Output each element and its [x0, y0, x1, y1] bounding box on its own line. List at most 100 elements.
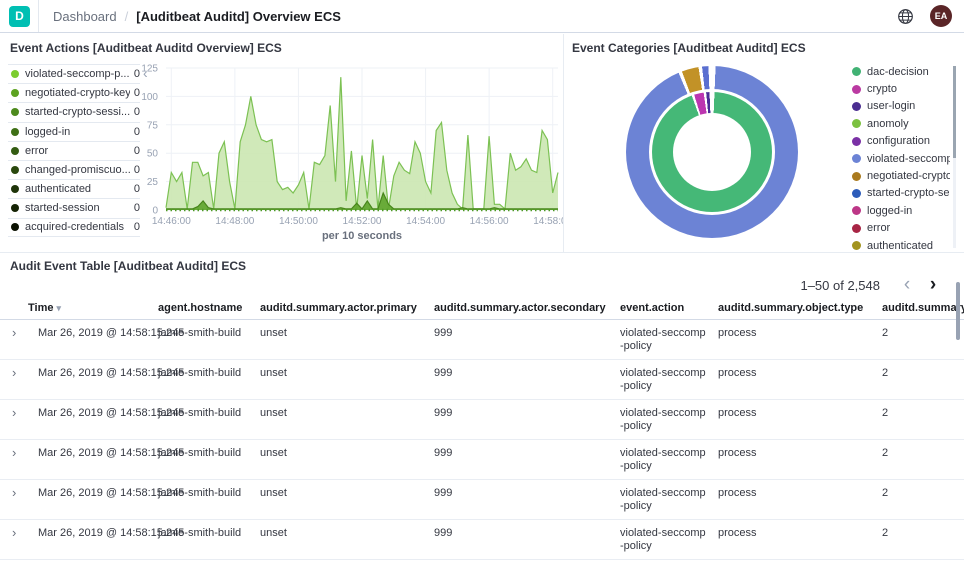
topbar-divider [38, 0, 39, 32]
cell-hostname: jamie-smith-build [158, 527, 242, 539]
svg-text:50: 50 [147, 149, 159, 160]
legend-item[interactable]: user-login [852, 98, 950, 115]
column-header-auditd-summary[interactable]: auditd.summary [882, 302, 964, 314]
event-categories-legend: dac-decision crypto user-login anomoly confi… [852, 63, 950, 254]
legend-label: user-login [867, 100, 916, 113]
app-logo-icon[interactable]: D [9, 5, 30, 27]
legend-label: violated-seccomp... [867, 152, 950, 165]
legend-item[interactable]: changed-promiscuo... 0 [8, 159, 140, 179]
legend-collapse-icon[interactable]: ‹ [143, 65, 148, 81]
cell-event-action: violated-seccomp-policy [620, 367, 706, 392]
top-bar: D Dashboard / [Auditbeat Auditd] Overvie… [0, 0, 964, 33]
cell-actor-secondary: 999 [434, 327, 453, 339]
legend-item[interactable]: started-crypto-se... [852, 185, 950, 202]
legend-item[interactable]: logged-in 0 [8, 121, 140, 141]
cell-actor-primary: unset [260, 367, 287, 379]
column-header-agent-hostname[interactable]: agent.hostname [158, 302, 243, 314]
legend-item[interactable]: error [852, 220, 950, 237]
row-expand-icon[interactable]: › [12, 485, 17, 500]
legend-value: 0 [133, 164, 140, 177]
row-expand-icon[interactable]: › [12, 325, 17, 340]
legend-scrollbar[interactable] [953, 66, 956, 248]
legend-label: configuration [867, 135, 930, 148]
row-expand-icon[interactable]: › [12, 405, 17, 420]
cell-actor-secondary: 999 [434, 367, 453, 379]
row-expand-icon[interactable]: › [12, 365, 17, 380]
legend-item[interactable]: negotiated-crypto... [852, 167, 950, 184]
cell-actor-primary: unset [260, 407, 287, 419]
cell-actor-primary: unset [260, 487, 287, 499]
legend-item[interactable]: acquired-credentials 0 [8, 217, 140, 237]
event-actions-legend: violated-seccomp-p... 0 negotiated-crypto-… [8, 64, 140, 237]
legend-item[interactable]: authenticated 0 [8, 179, 140, 198]
legend-item[interactable]: crypto [852, 80, 950, 97]
table-row: › Mar 26, 2019 @ 14:58:15.245 jamie-smith-… [0, 480, 964, 520]
breadcrumb-dashboard-link[interactable]: Dashboard [53, 8, 117, 24]
event-actions-panel-title: Event Actions [Auditbeat Auditd Overview… [10, 41, 282, 55]
svg-text:per 10 seconds: per 10 seconds [322, 230, 402, 242]
cell-actor-primary: unset [260, 527, 287, 539]
column-header-auditd-summary-actor-primary[interactable]: auditd.summary.actor.primary [260, 302, 417, 314]
svg-text:14:50:00: 14:50:00 [279, 216, 318, 227]
legend-item[interactable]: error 0 [8, 140, 140, 160]
event-actions-chart[interactable]: 0 25 50 75 100 125 14:46:00 14:48:00 14:50:00 14:… [132, 62, 564, 243]
legend-item[interactable]: violated-seccomp-p... 0 [8, 64, 140, 83]
row-expand-icon[interactable]: › [12, 525, 17, 540]
legend-color-dot [11, 108, 19, 117]
user-avatar[interactable]: EA [930, 5, 952, 27]
legend-item[interactable]: authenticated [852, 237, 950, 254]
cell-time: Mar 26, 2019 @ 14:58:15.245 [38, 447, 185, 459]
column-header-event-action[interactable]: event.action [620, 302, 685, 314]
cell-time: Mar 26, 2019 @ 14:58:15.245 [38, 327, 185, 339]
column-header-auditd-summary-object-type[interactable]: auditd.summary.object.type [718, 302, 864, 314]
legend-item[interactable]: dac-decision [852, 63, 950, 80]
legend-item[interactable]: anomoly [852, 115, 950, 132]
legend-item[interactable]: started-session 0 [8, 198, 140, 217]
legend-color-dot [852, 67, 861, 77]
legend-color-dot [852, 101, 861, 111]
cell-auditd-summary: 2 [882, 327, 889, 339]
legend-label: logged-in [25, 125, 71, 138]
legend-value: 0 [133, 87, 140, 100]
row-expand-icon[interactable]: › [12, 445, 17, 460]
legend-item[interactable]: negotiated-crypto-key 0 [8, 83, 140, 102]
svg-text:14:48:00: 14:48:00 [215, 216, 254, 227]
column-header-auditd-summary-actor-secondary[interactable]: auditd.summary.actor.secondary [434, 302, 606, 314]
legend-color-dot [852, 241, 861, 251]
legend-value: 0 [133, 183, 140, 196]
svg-text:0: 0 [152, 206, 158, 217]
cell-event-action: violated-seccomp-policy [620, 407, 706, 432]
legend-item[interactable]: started-crypto-sessi... 0 [8, 102, 140, 121]
legend-label: authenticated [25, 183, 92, 196]
legend-color-dot [11, 185, 19, 194]
column-header-time[interactable]: Time ▾ [28, 302, 62, 314]
cell-actor-secondary: 999 [434, 407, 453, 419]
cell-hostname: jamie-smith-build [158, 447, 242, 459]
svg-text:75: 75 [147, 120, 159, 131]
event-categories-donut-chart[interactable] [626, 66, 798, 238]
sort-caret-icon: ▾ [56, 303, 62, 313]
legend-label: error [867, 222, 891, 235]
legend-color-dot [852, 206, 861, 216]
legend-label: negotiated-crypto-key [25, 87, 130, 100]
table-row: › Mar 26, 2019 @ 14:58:15.245 jamie-smith-… [0, 360, 964, 400]
legend-label: violated-seccomp-p... [25, 68, 130, 81]
legend-label: started-crypto-se... [867, 187, 950, 200]
svg-text:14:58:00: 14:58:00 [533, 216, 564, 227]
pagination-next-button[interactable]: › [920, 272, 946, 298]
table-scrollbar-thumb[interactable] [956, 282, 960, 340]
legend-label: crypto [867, 83, 897, 96]
legend-scrollbar-thumb[interactable] [953, 66, 956, 158]
svg-text:25: 25 [147, 177, 159, 188]
legend-item[interactable]: logged-in [852, 202, 950, 219]
legend-item[interactable]: violated-seccomp... [852, 150, 950, 167]
cell-object-type: process [718, 407, 757, 419]
donut-hole [673, 113, 751, 191]
legend-label: dac-decision [867, 65, 929, 78]
globe-icon[interactable] [897, 8, 914, 25]
legend-value: 0 [133, 221, 140, 234]
cell-event-action: violated-seccomp-policy [620, 487, 706, 512]
legend-item[interactable]: configuration [852, 133, 950, 150]
pagination-prev-button[interactable]: ‹ [894, 272, 920, 298]
table-row: › Mar 26, 2019 @ 14:58:15.245 jamie-smith-… [0, 400, 964, 440]
